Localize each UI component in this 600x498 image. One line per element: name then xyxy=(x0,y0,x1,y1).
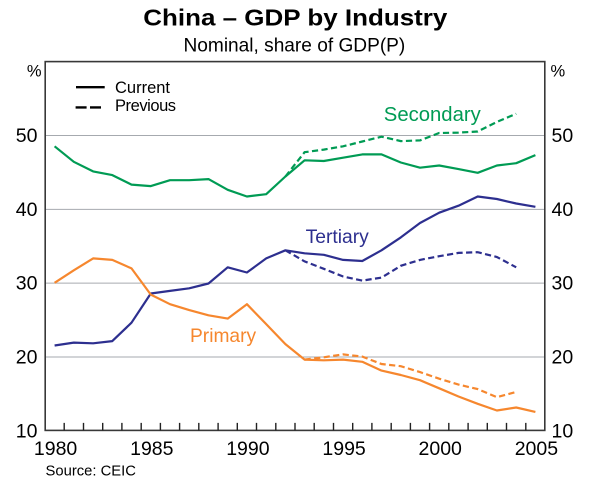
svg-text:Current: Current xyxy=(115,79,170,97)
svg-text:30: 30 xyxy=(16,273,38,295)
svg-text:Tertiary: Tertiary xyxy=(306,227,370,248)
svg-text:50: 50 xyxy=(552,125,574,147)
svg-text:China – GDP by Industry: China – GDP by Industry xyxy=(143,6,448,31)
svg-text:1985: 1985 xyxy=(130,438,174,460)
svg-text:Secondary: Secondary xyxy=(384,104,482,126)
svg-text:20: 20 xyxy=(16,347,38,369)
svg-text:20: 20 xyxy=(552,347,574,369)
svg-text:%: % xyxy=(551,62,566,80)
svg-text:Previous: Previous xyxy=(115,97,176,115)
svg-text:50: 50 xyxy=(16,125,38,147)
svg-text:1980: 1980 xyxy=(34,438,78,460)
svg-text:2000: 2000 xyxy=(419,438,463,460)
svg-text:Source: CEIC: Source: CEIC xyxy=(46,464,137,480)
svg-text:10: 10 xyxy=(16,420,38,442)
svg-text:Nominal, share of GDP(P): Nominal, share of GDP(P) xyxy=(184,36,406,57)
svg-text:40: 40 xyxy=(16,199,38,221)
svg-text:Primary: Primary xyxy=(190,326,256,347)
svg-text:2005: 2005 xyxy=(515,438,559,460)
svg-text:1995: 1995 xyxy=(322,438,366,460)
svg-text:40: 40 xyxy=(552,199,574,221)
svg-text:%: % xyxy=(27,62,42,80)
svg-text:30: 30 xyxy=(552,273,574,295)
svg-text:10: 10 xyxy=(552,420,574,442)
svg-text:1990: 1990 xyxy=(226,438,270,460)
